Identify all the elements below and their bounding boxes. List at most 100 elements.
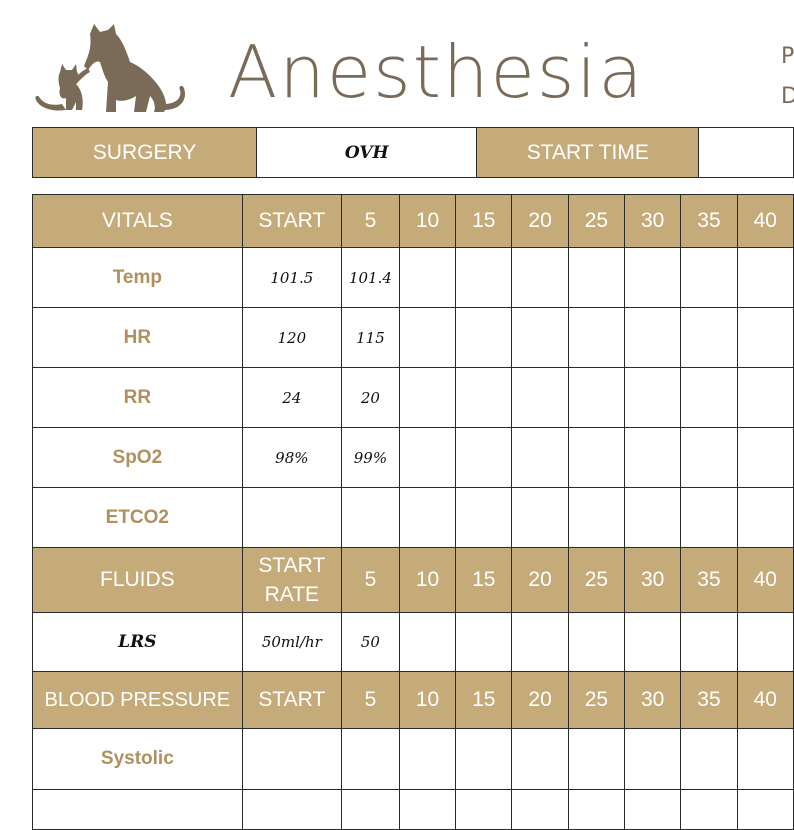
value-cell[interactable] [736, 487, 794, 548]
value-cell[interactable] [398, 728, 457, 790]
value-cell[interactable] [455, 367, 513, 428]
bp-row-systolic: Systolic [32, 728, 794, 790]
bp-header-cell: START [241, 671, 343, 729]
value-cell[interactable] [511, 612, 569, 672]
fluid-name[interactable]: LRS [32, 612, 243, 672]
value-cell[interactable] [680, 307, 738, 368]
value-cell[interactable] [567, 247, 626, 308]
value-cell[interactable] [511, 789, 569, 830]
value-cell[interactable] [341, 728, 400, 790]
value-cell[interactable] [455, 728, 513, 790]
fluids-header-start-rate: START RATE [241, 547, 343, 613]
value-cell[interactable]: 50 [341, 612, 400, 672]
value-cell[interactable] [736, 247, 794, 308]
vitals-header-cell: 15 [455, 194, 513, 248]
value-cell[interactable] [736, 612, 794, 672]
value-cell[interactable] [736, 789, 794, 830]
value-cell[interactable] [567, 367, 626, 428]
value-cell[interactable] [567, 789, 626, 830]
value-cell[interactable]: 99% [341, 427, 400, 488]
value-cell[interactable] [455, 247, 513, 308]
value-cell[interactable] [511, 307, 569, 368]
value-cell[interactable] [455, 487, 513, 548]
value-cell[interactable] [241, 789, 343, 830]
value-cell[interactable] [455, 307, 513, 368]
value-cell[interactable] [624, 427, 682, 488]
value-cell[interactable]: 50ml/hr [241, 612, 343, 672]
value-cell[interactable]: 20 [341, 367, 400, 428]
value-cell[interactable] [680, 427, 738, 488]
value-cell[interactable] [511, 247, 569, 308]
vitals-header-cell: 25 [567, 194, 626, 248]
value-cell[interactable] [511, 367, 569, 428]
value-cell[interactable] [511, 427, 569, 488]
bp-header-cell: 15 [455, 671, 513, 729]
vitals-header-row: VITALS START 5 10 15 20 25 30 35 40 [32, 194, 794, 248]
value-cell[interactable] [567, 427, 626, 488]
value-cell[interactable] [398, 487, 457, 548]
value-cell[interactable] [624, 612, 682, 672]
value-cell[interactable] [680, 612, 738, 672]
value-cell[interactable] [680, 728, 738, 790]
value-cell[interactable] [736, 307, 794, 368]
value-cell[interactable] [624, 789, 682, 830]
value-cell[interactable] [511, 728, 569, 790]
value-cell[interactable] [511, 487, 569, 548]
value-cell[interactable] [455, 427, 513, 488]
value-cell[interactable] [241, 728, 343, 790]
value-cell[interactable]: 101.5 [241, 247, 343, 308]
value-cell[interactable]: 98% [241, 427, 343, 488]
fluids-header-cell: 30 [624, 547, 682, 613]
value-cell[interactable] [736, 728, 794, 790]
value-cell[interactable]: 24 [241, 367, 343, 428]
vitals-header-cell: 5 [341, 194, 400, 248]
value-cell[interactable] [624, 367, 682, 428]
surgery-table: SURGERY OVH START TIME [31, 127, 794, 178]
bp-header-cell: 20 [511, 671, 569, 729]
value-cell[interactable] [680, 789, 738, 830]
fluids-header-cell: 20 [511, 547, 569, 613]
value-cell[interactable] [680, 247, 738, 308]
row-label: Temp [32, 247, 243, 308]
value-cell[interactable] [398, 247, 457, 308]
start-time-value[interactable] [698, 127, 794, 178]
value-cell[interactable] [736, 427, 794, 488]
value-cell[interactable] [624, 728, 682, 790]
value-cell[interactable] [736, 367, 794, 428]
value-cell[interactable] [680, 487, 738, 548]
value-cell[interactable] [680, 367, 738, 428]
blood-pressure-header-row: BLOOD PRESSURE START 5 10 15 20 25 30 35… [32, 671, 794, 729]
vitals-row-hr: HR 120 115 [32, 307, 794, 368]
value-cell[interactable] [398, 427, 457, 488]
value-cell[interactable] [341, 789, 400, 830]
value-cell[interactable] [341, 487, 400, 548]
value-cell[interactable] [567, 728, 626, 790]
value-cell[interactable]: 120 [241, 307, 343, 368]
value-cell[interactable]: 115 [341, 307, 400, 368]
clipped-field-label-p: P [781, 44, 794, 69]
value-cell[interactable] [398, 789, 457, 830]
vitals-header-cell: VITALS [32, 194, 243, 248]
value-cell[interactable] [624, 247, 682, 308]
vitals-header-cell: 20 [511, 194, 569, 248]
value-cell[interactable] [455, 789, 513, 830]
value-cell[interactable] [624, 307, 682, 368]
bp-header-cell: 10 [398, 671, 457, 729]
value-cell[interactable] [567, 612, 626, 672]
row-label: Systolic [32, 728, 243, 790]
fluids-header-cell: 10 [398, 547, 457, 613]
value-cell[interactable] [567, 307, 626, 368]
value-cell[interactable] [398, 307, 457, 368]
value-cell[interactable] [398, 367, 457, 428]
value-cell[interactable] [398, 612, 457, 672]
vitals-header-cell: 30 [624, 194, 682, 248]
surgery-value[interactable]: OVH [256, 127, 478, 178]
surgery-label: SURGERY [31, 127, 258, 178]
bp-row-next [32, 789, 794, 830]
value-cell[interactable] [241, 487, 343, 548]
fluids-header-cell: 35 [680, 547, 738, 613]
value-cell[interactable]: 101.4 [341, 247, 400, 308]
value-cell[interactable] [624, 487, 682, 548]
value-cell[interactable] [455, 612, 513, 672]
value-cell[interactable] [567, 487, 626, 548]
